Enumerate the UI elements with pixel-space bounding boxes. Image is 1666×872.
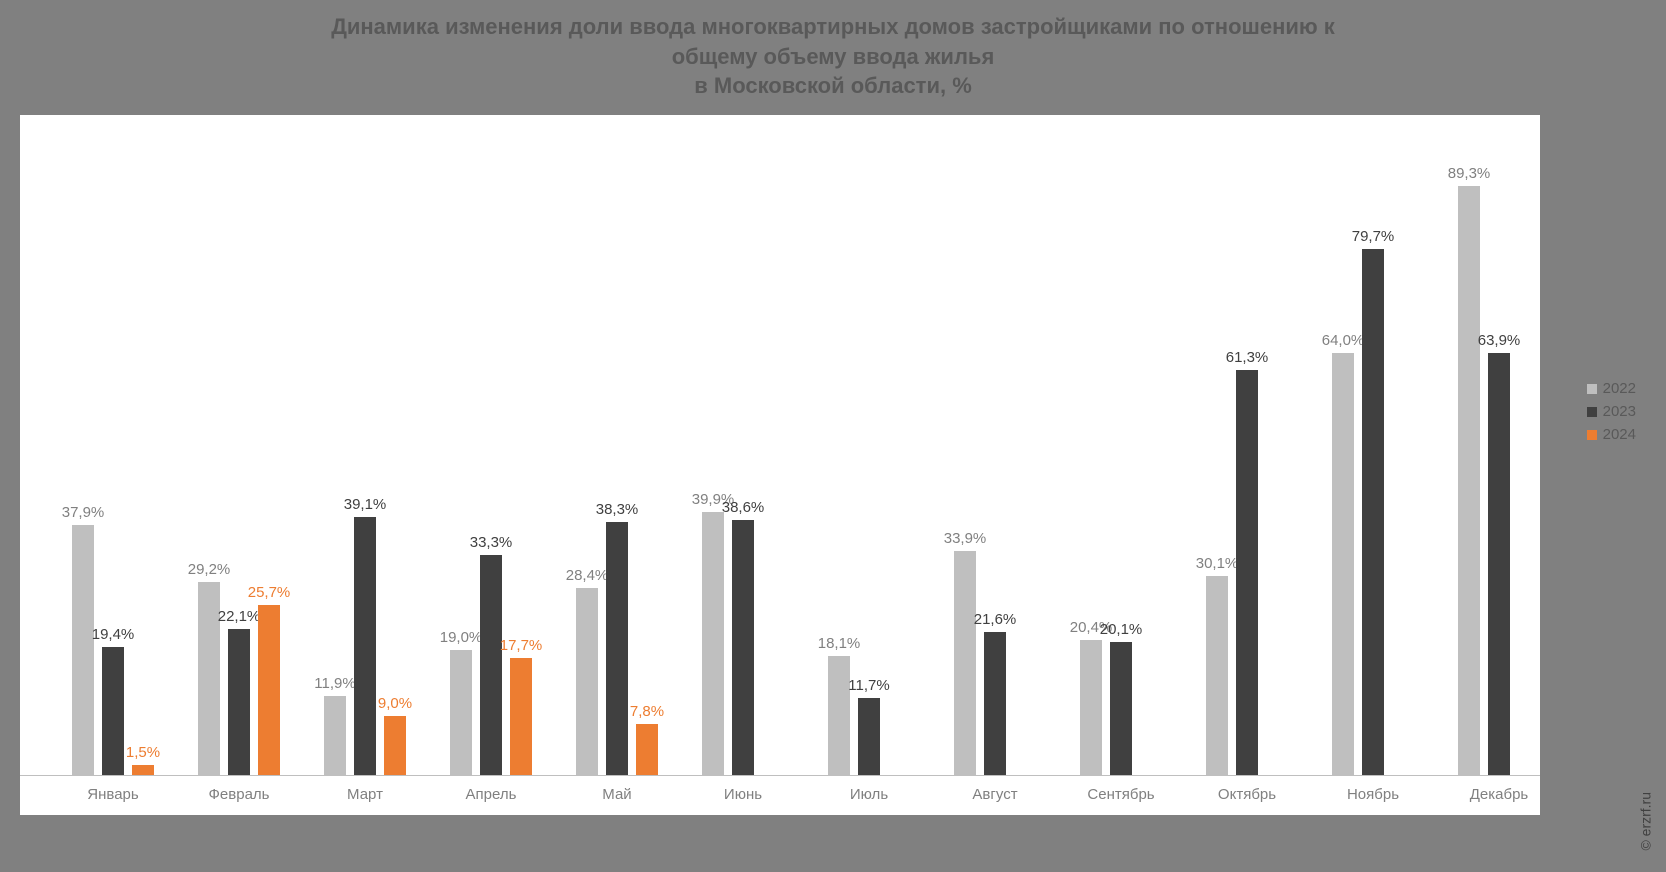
title-line-1: Динамика изменения доли ввода многокварт… [331, 14, 1335, 39]
bar-2022-Ноябрь [1332, 353, 1354, 775]
bar-label-2022-Декабрь: 89,3% [1448, 165, 1491, 182]
bar-2023-Май [606, 522, 628, 775]
bar-label-2022-Февраль: 29,2% [188, 561, 231, 578]
x-label-Июль: Июль [850, 786, 888, 803]
bar-2023-Июль [858, 698, 880, 775]
bar-2024-Март [384, 716, 406, 775]
x-label-Октябрь: Октябрь [1218, 786, 1276, 803]
legend-label: 2024 [1603, 426, 1636, 443]
bar-2023-Март [354, 517, 376, 775]
bar-2023-Ноябрь [1362, 249, 1384, 775]
x-label-Май: Май [602, 786, 631, 803]
bar-label-2022-Март: 11,9% [314, 675, 355, 692]
bar-label-2022-Апрель: 19,0% [440, 629, 483, 646]
bar-label-2023-Сентябрь: 20,1% [1100, 621, 1143, 638]
bar-label-2023-Июнь: 38,6% [722, 499, 765, 516]
bar-label-2023-Октябрь: 61,3% [1226, 349, 1269, 366]
bar-2024-Апрель [510, 658, 532, 775]
bar-2024-Январь [132, 765, 154, 775]
x-label-Сентябрь: Сентябрь [1087, 786, 1154, 803]
title-line-2: общему объему ввода жилья [672, 44, 995, 69]
x-label-Март: Март [347, 786, 383, 803]
bar-2024-Май [636, 724, 658, 775]
bar-2022-Июль [828, 656, 850, 775]
x-label-Декабрь: Декабрь [1470, 786, 1528, 803]
bar-label-2023-Март: 39,1% [344, 496, 387, 513]
bar-2022-Февраль [198, 582, 220, 775]
bar-2022-Август [954, 551, 976, 775]
bar-2024-Февраль [258, 605, 280, 775]
x-label-Июнь: Июнь [724, 786, 762, 803]
bar-label-2022-Июль: 18,1% [818, 635, 861, 652]
bar-label-2022-Январь: 37,9% [62, 504, 105, 521]
bar-label-2022-Май: 28,4% [566, 567, 609, 584]
chart-plot-area: 37,9% 19,4% 1,5% 29,2% 22,1% 25,7% 11,9% 39,1% 9… [20, 115, 1540, 815]
legend-item-2023: 2023 [1587, 403, 1636, 420]
bars-container: 37,9% 19,4% 1,5% 29,2% 22,1% 25,7% 11,9% 39,1% 9… [20, 115, 1540, 775]
bar-label-2023-Ноябрь: 79,7% [1352, 228, 1395, 245]
bar-label-2023-Январь: 19,4% [92, 626, 135, 643]
bar-2023-Сентябрь [1110, 642, 1132, 775]
x-axis: Январь Февраль Март Апрель Май Июнь Июль Август… [20, 775, 1540, 815]
x-label-Февраль: Февраль [209, 786, 270, 803]
bar-label-2023-Июль: 11,7% [848, 677, 889, 694]
legend-swatch-icon [1587, 407, 1597, 417]
bar-label-2024-Январь: 1,5% [126, 744, 160, 761]
chart-title: Динамика изменения доли ввода многокварт… [0, 0, 1666, 109]
legend-swatch-icon [1587, 430, 1597, 440]
bar-2022-Сентябрь [1080, 640, 1102, 775]
bar-2023-Январь [102, 647, 124, 775]
legend-item-2024: 2024 [1587, 426, 1636, 443]
legend-swatch-icon [1587, 384, 1597, 394]
bar-2022-Март [324, 696, 346, 775]
bar-2023-Апрель [480, 555, 502, 775]
bar-label-2024-Апрель: 17,7% [500, 637, 543, 654]
bar-2023-Август [984, 632, 1006, 775]
bar-2023-Февраль [228, 629, 250, 775]
legend-label: 2022 [1603, 380, 1636, 397]
bar-label-2022-Октябрь: 30,1% [1196, 555, 1239, 572]
legend-item-2022: 2022 [1587, 380, 1636, 397]
title-line-3: в Московской области, % [694, 73, 972, 98]
bar-2022-Декабрь [1458, 186, 1480, 775]
x-label-Апрель: Апрель [466, 786, 517, 803]
bar-2023-Декабрь [1488, 353, 1510, 775]
bar-label-2023-Февраль: 22,1% [218, 608, 261, 625]
bar-label-2023-Декабрь: 63,9% [1478, 332, 1521, 349]
bar-label-2022-Август: 33,9% [944, 530, 987, 547]
bar-label-2023-Август: 21,6% [974, 611, 1017, 628]
bar-2023-Октябрь [1236, 370, 1258, 775]
x-label-Январь: Январь [87, 786, 138, 803]
legend-label: 2023 [1603, 403, 1636, 420]
bar-label-2023-Май: 38,3% [596, 501, 639, 518]
legend: 2022 2023 2024 [1587, 380, 1636, 443]
bar-label-2024-Май: 7,8% [630, 703, 664, 720]
bar-label-2022-Ноябрь: 64,0% [1322, 332, 1365, 349]
bar-label-2024-Март: 9,0% [378, 695, 412, 712]
x-label-Август: Август [972, 786, 1017, 803]
bar-2022-Апрель [450, 650, 472, 775]
x-label-Ноябрь: Ноябрь [1347, 786, 1399, 803]
bar-2022-Январь [72, 525, 94, 775]
bar-label-2024-Февраль: 25,7% [248, 584, 291, 601]
bar-2022-Июнь [702, 512, 724, 775]
watermark: © erzrf.ru [1638, 792, 1654, 851]
bar-2022-Октябрь [1206, 576, 1228, 775]
bar-2023-Июнь [732, 520, 754, 775]
bar-2022-Май [576, 588, 598, 775]
bar-label-2023-Апрель: 33,3% [470, 534, 513, 551]
